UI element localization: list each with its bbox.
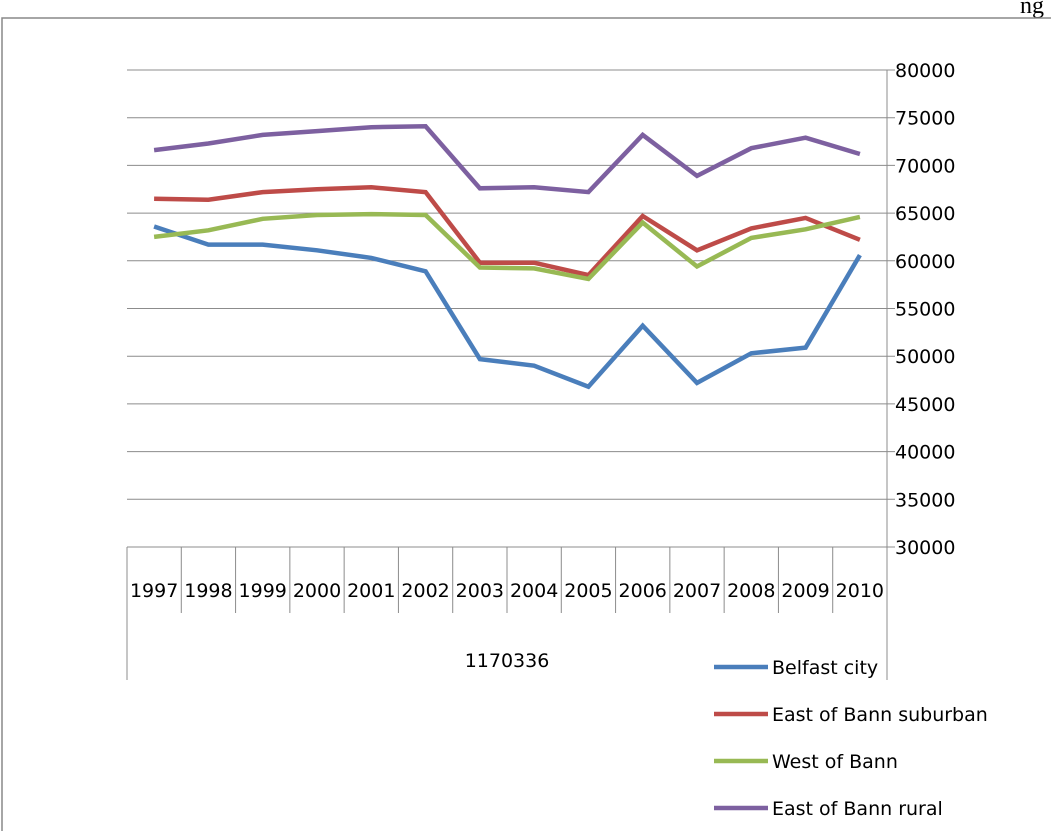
y-tick-label: 80000 xyxy=(895,60,955,82)
legend-label: East of Bann rural xyxy=(772,798,943,820)
label-layer: 30000 35000 40000 45000 50000 55000 60000 65000… xyxy=(130,60,955,672)
series-line-east-of-bann-rural xyxy=(153,124,861,195)
legend-label: Belfast city xyxy=(772,657,878,679)
y-tick-label: 45000 xyxy=(895,394,955,416)
y-tick-label: 60000 xyxy=(895,251,955,273)
x-tick-label: 2006 xyxy=(619,580,667,602)
legend-label: East of Bann suburban xyxy=(772,704,988,726)
y-tick-label: 65000 xyxy=(895,203,955,225)
legend-label: West of Bann xyxy=(772,751,898,773)
top-cropped-text: ng xyxy=(1020,0,1044,19)
series-line-belfast-city xyxy=(153,224,862,390)
y-tick-label: 75000 xyxy=(895,108,955,130)
grid-layer xyxy=(127,69,895,548)
x-tick-label: 1998 xyxy=(184,580,232,602)
x-tick-label: 2009 xyxy=(781,580,829,602)
x-tick-label: 2005 xyxy=(564,580,612,602)
x-tick-label: 2004 xyxy=(510,580,558,602)
chart-frame xyxy=(1,17,1051,836)
x-tick-label: 2003 xyxy=(456,580,504,602)
series-line-west-of-bann xyxy=(153,211,861,282)
x-tick-label: 1997 xyxy=(130,580,178,602)
series-line-east-of-bann-suburban xyxy=(154,185,861,278)
x-group-label: 1170336 xyxy=(465,650,550,672)
y-tick-label: 70000 xyxy=(895,155,955,177)
y-tick-label: 50000 xyxy=(895,346,955,368)
series-layer xyxy=(153,124,862,390)
y-tick-label: 35000 xyxy=(895,489,955,511)
x-tick-label: 2001 xyxy=(347,580,395,602)
x-tick-label: 2007 xyxy=(673,580,721,602)
y-tick-label: 40000 xyxy=(895,442,955,464)
legend: Belfast city East of Bann suburban West of… xyxy=(714,657,988,820)
x-tick-label: 2008 xyxy=(727,580,775,602)
x-tick-label: 1999 xyxy=(239,580,287,602)
x-tick-label: 2000 xyxy=(293,580,341,602)
x-tick-label: 2010 xyxy=(836,580,884,602)
y-tick-label: 30000 xyxy=(895,537,955,559)
y-tick-label: 55000 xyxy=(895,299,955,321)
axis-layer xyxy=(126,70,888,680)
x-tick-label: 2002 xyxy=(401,580,449,602)
